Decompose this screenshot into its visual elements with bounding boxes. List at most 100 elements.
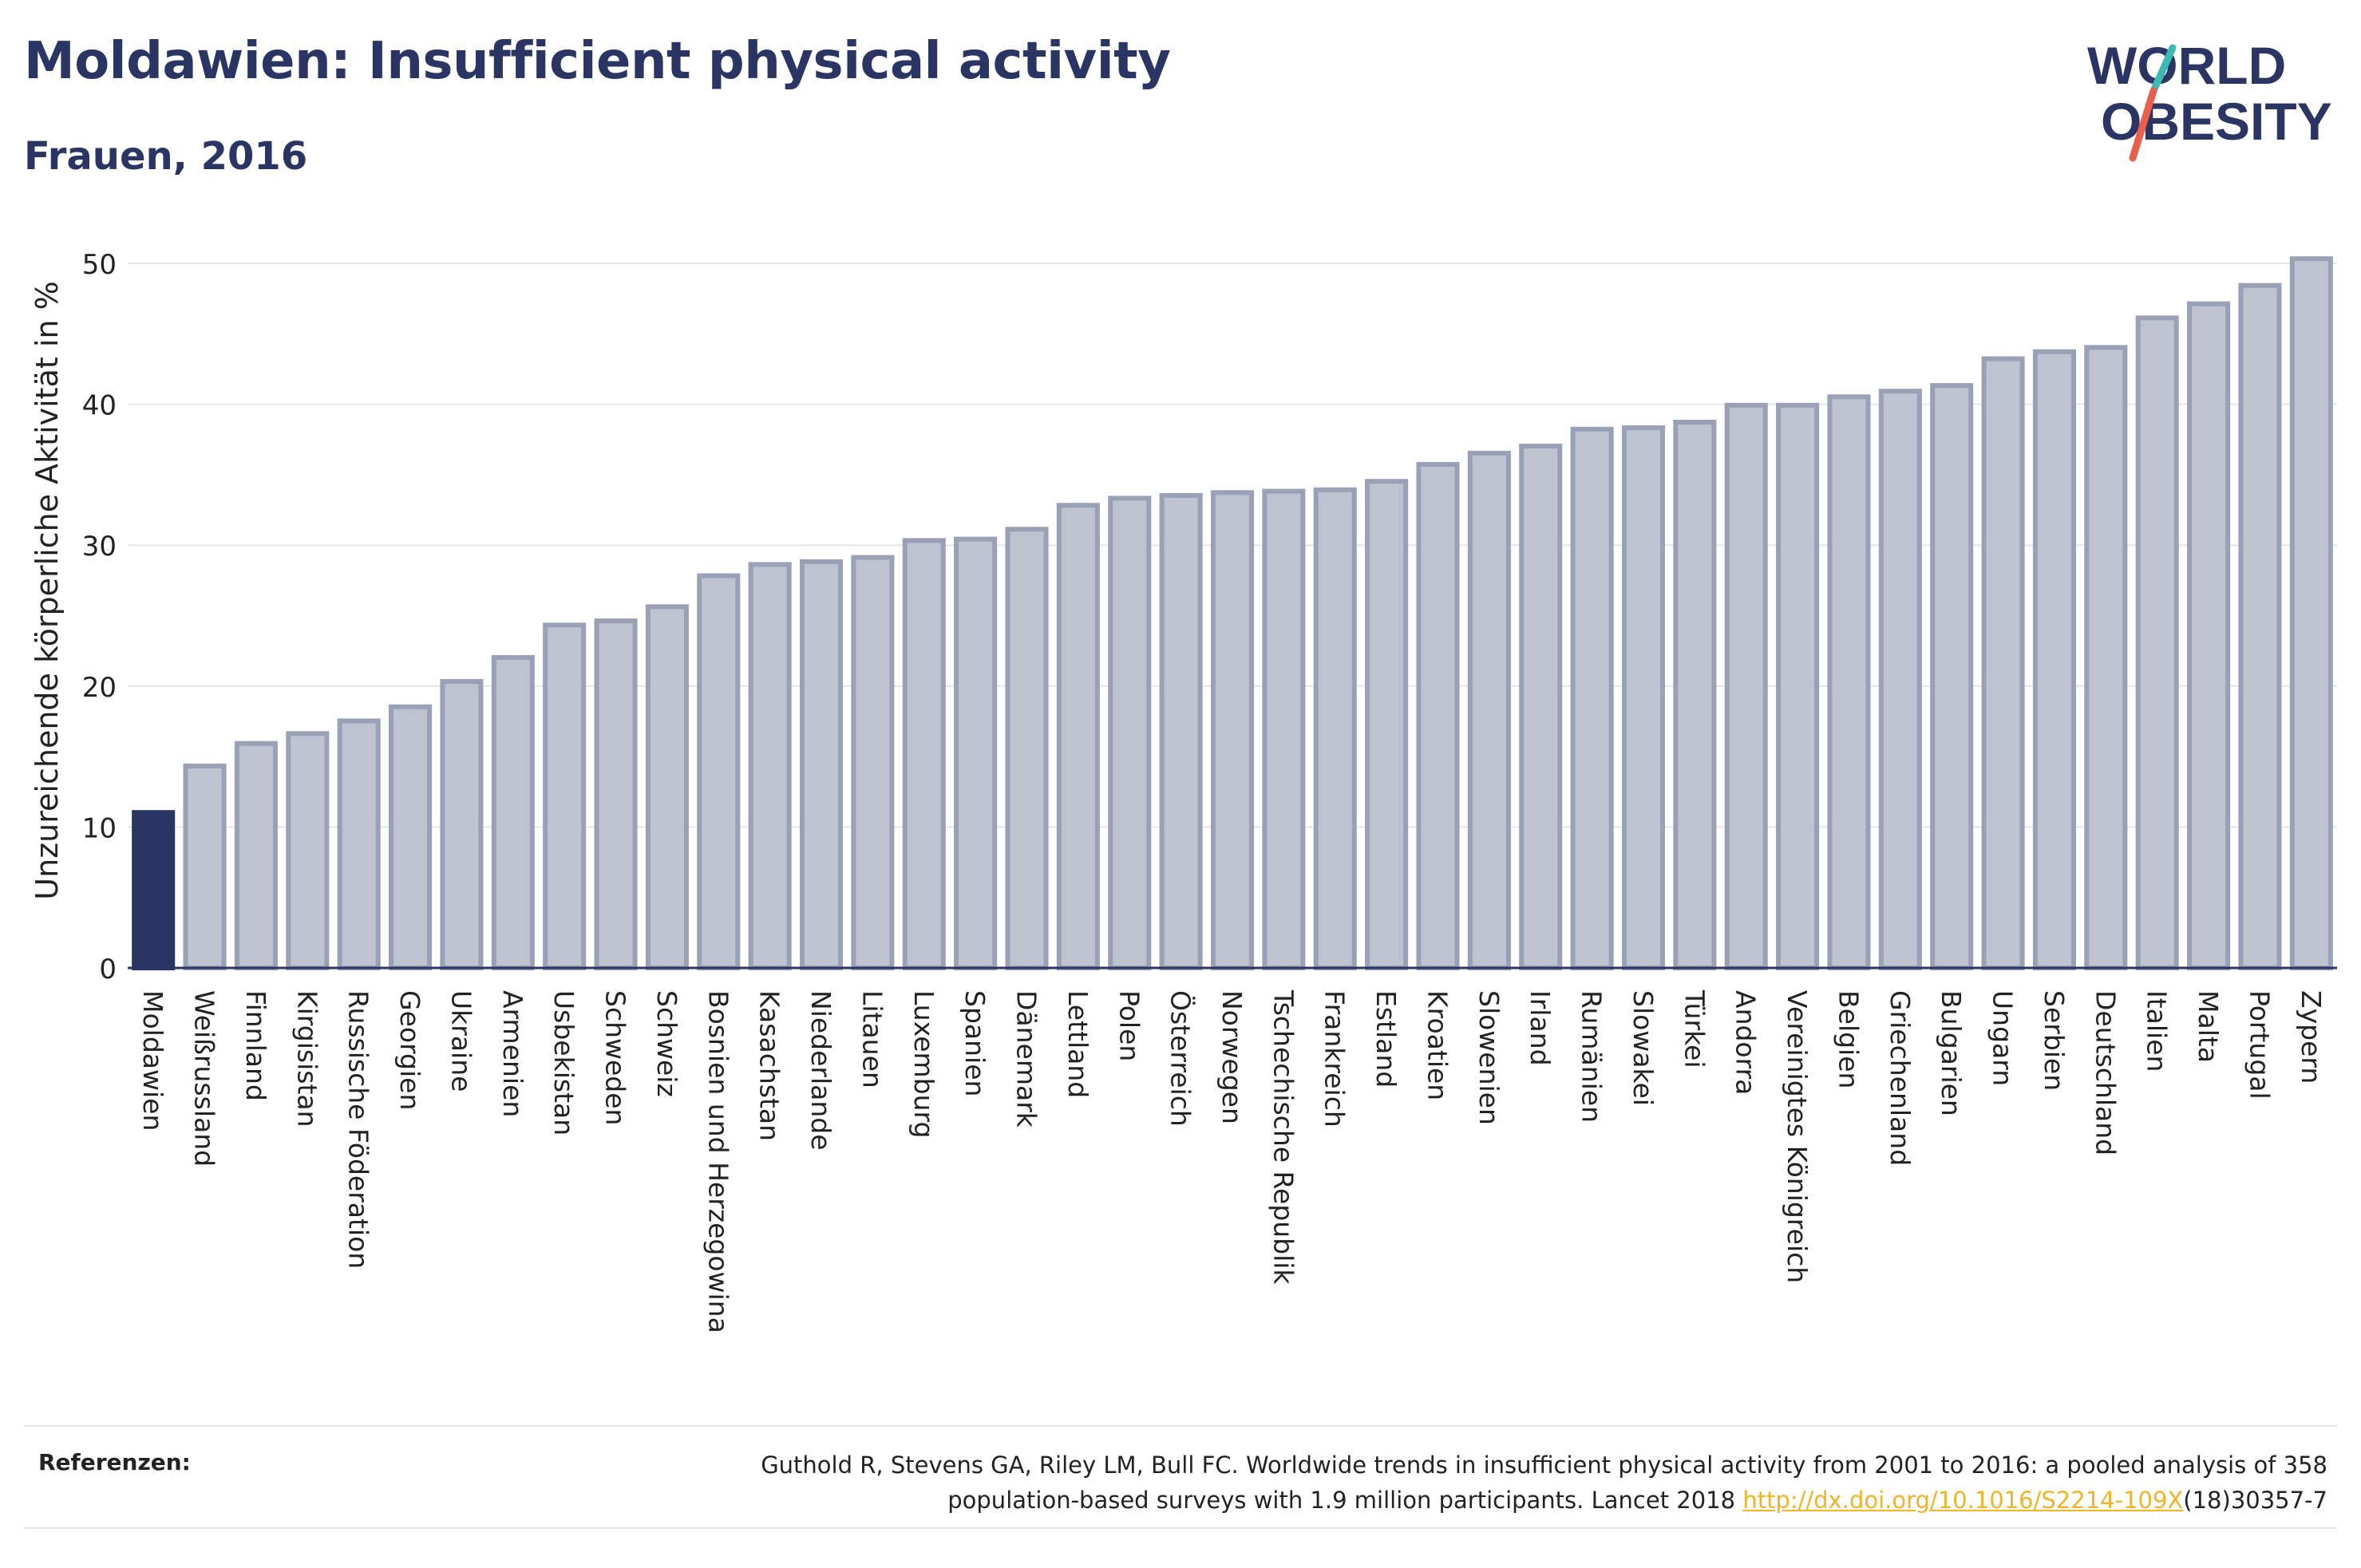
x-tick-label: Russische Föderation [343, 990, 374, 1269]
x-tick-label: Polen [1113, 990, 1145, 1061]
x-tick-label: Georgien [394, 990, 425, 1110]
x-tick-label: Italien [2142, 990, 2173, 1072]
x-tick-label: Portugal [2244, 990, 2275, 1100]
logo-slash-teal [2149, 44, 2177, 95]
x-tick-label: Estland [1370, 990, 1402, 1088]
x-tick-label: Moldawien [137, 990, 168, 1131]
x-tick-label: Türkei [1679, 989, 1710, 1068]
bar-bosnien-und-herzegowina [697, 573, 741, 971]
bar-moldawien [132, 810, 176, 971]
bar-zypern [2289, 256, 2333, 971]
x-tick-label: Litauen [856, 990, 888, 1088]
x-tick-label: Tschechische Republik [1268, 989, 1299, 1285]
bar-malta [2187, 301, 2231, 970]
x-tick-label: Ungarn [1987, 990, 2019, 1086]
x-tick-label: Weißrussland [189, 990, 220, 1167]
bar-estland [1365, 479, 1409, 970]
x-tick-label: Ukraine [445, 990, 477, 1092]
bar-bulgarien [1930, 383, 1974, 970]
bar-frankreich [1313, 487, 1357, 970]
y-tick-label: 30 [82, 531, 117, 563]
bar-chart: 0 10 20 30 40 50 Moldawien Weißrussland Finnland… [30, 249, 2337, 1333]
bar-ukraine [440, 678, 484, 970]
bar-spanien [954, 536, 998, 970]
bar-usbekistan [543, 622, 587, 971]
y-tick-label: 0 [99, 954, 117, 985]
bar-slowakei [1621, 425, 1666, 970]
bar-ungarn [1981, 356, 2025, 970]
x-tick-label: Malta [2193, 990, 2224, 1063]
x-tick-label: Kroatien [1422, 990, 1453, 1100]
bar-slowenien [1467, 450, 1511, 970]
x-tick-label: Slowenien [1473, 990, 1505, 1125]
bar-türkei [1673, 420, 1717, 970]
x-tick-label: Rumänien [1576, 990, 1608, 1123]
bar-österreich [1159, 492, 1203, 970]
logo-line1: WORLD [2087, 36, 2286, 95]
bar-deutschland [2084, 345, 2128, 971]
bar-norwegen [1210, 490, 1255, 970]
bar-lettland [1056, 503, 1100, 970]
references-doi-link[interactable]: http://dx.doi.org/10.1016/S2214-109X [1742, 1487, 2184, 1514]
bar-andorra [1724, 402, 1768, 971]
bar-schweden [594, 618, 638, 970]
x-tick-label: Norwegen [1216, 990, 1248, 1124]
x-tick-label: Belgien [1833, 990, 1864, 1088]
bar-finnland [234, 741, 278, 970]
references-label: Referenzen: [38, 1449, 191, 1475]
bar-polen [1108, 496, 1152, 970]
x-tick-label: Zypern [2296, 990, 2327, 1084]
bar-italien [2135, 315, 2179, 971]
x-tick-label: Finnland [240, 990, 271, 1101]
bar-irland [1519, 444, 1563, 970]
logo-slash-red [2129, 87, 2157, 162]
bar-georgien [389, 704, 433, 970]
x-tick-label: Slowakei [1627, 990, 1659, 1106]
x-tick-label: Usbekistan [548, 990, 579, 1136]
world-obesity-logo: WORLD OBESITY [2087, 36, 2332, 162]
x-tick-label: Armenien [497, 990, 528, 1117]
bar-luxemburg [902, 538, 946, 970]
x-tick-label: Niederlande [805, 990, 836, 1151]
x-tick-label: Frankreich [1319, 990, 1351, 1128]
y-tick-label: 50 [82, 249, 117, 281]
bar-armenien [491, 654, 535, 970]
x-tick-label: Andorra [1730, 990, 1762, 1095]
x-tick-label: Lettland [1062, 990, 1093, 1098]
references-text-part1: Guthold R, Stevens GA, Riley LM, Bull FC… [761, 1451, 2327, 1479]
bar-tschechische-republik [1262, 488, 1306, 970]
y-tick-label: 40 [82, 390, 117, 422]
bar-kasachstan [748, 562, 792, 971]
bar-griechenland [1878, 389, 1922, 970]
y-tick-label: 10 [82, 812, 117, 844]
x-tick-label: Dänemark [1011, 990, 1042, 1128]
x-tick-label: Vereinigtes Königreich [1782, 990, 1813, 1283]
references-section: Referenzen: Guthold R, Stevens GA, Riley… [24, 1425, 2337, 1529]
page-subtitle: Frauen, 2016 [24, 134, 308, 179]
bar-kirgisistan [286, 731, 330, 970]
bar-serbien [2032, 349, 2076, 970]
bar-rumänien [1570, 426, 1614, 970]
y-tick-label: 20 [82, 672, 117, 704]
x-tick-label: Serbien [2039, 990, 2070, 1091]
bar-vereinigtes-königreich [1776, 402, 1820, 971]
x-tick-label: Irland [1525, 990, 1556, 1066]
bar-niederlande [799, 559, 844, 970]
bar-dänemark [1005, 527, 1049, 970]
x-tick-label: Luxemburg [908, 990, 939, 1138]
x-tick-label: Schweiz [651, 990, 682, 1097]
x-tick-label: Kirgisistan [291, 990, 322, 1128]
references-text-part3: (18)30357-7 [2183, 1487, 2327, 1514]
bar-portugal [2238, 282, 2282, 970]
references-text: Guthold R, Stevens GA, Riley LM, Bull FC… [492, 1448, 2327, 1518]
bar-kroatien [1416, 462, 1460, 970]
x-tick-label: Bulgarien [1936, 990, 1967, 1116]
x-tick-label: Bosnien und Herzegowina [702, 990, 734, 1333]
bar-russische-föderation [337, 718, 381, 971]
x-tick-label: Schweden [600, 990, 631, 1125]
x-tick-label: Österreich [1165, 990, 1197, 1127]
x-tick-label: Deutschland [2090, 990, 2121, 1155]
page-title: Moldawien: Insufficient physical activit… [24, 32, 1171, 91]
bar-schweiz [645, 604, 689, 970]
x-tick-label: Griechenland [1884, 990, 1916, 1166]
